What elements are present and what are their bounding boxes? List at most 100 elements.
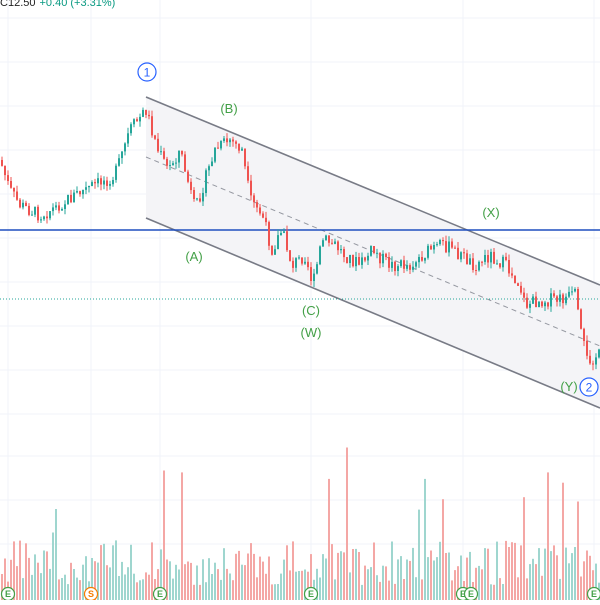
candle-body <box>202 193 204 202</box>
earnings-marker[interactable]: E <box>588 588 600 601</box>
volume-bar <box>148 575 150 600</box>
candle-body <box>577 289 579 309</box>
volume-bar <box>19 541 21 600</box>
volume-bar <box>208 558 210 600</box>
wave-label-a[interactable]: (A) <box>185 249 202 264</box>
volume-bar <box>277 584 279 600</box>
candle-body <box>595 357 597 364</box>
wave-label-y[interactable]: (Y) <box>560 379 577 394</box>
candle-body <box>10 181 12 188</box>
candle-body <box>55 205 57 207</box>
candle-body <box>448 242 450 253</box>
earnings-marker[interactable]: E <box>305 588 318 601</box>
candle-body <box>517 283 519 286</box>
volume-bar <box>283 560 285 600</box>
earnings-marker-text: E <box>468 589 474 599</box>
volume-bar <box>553 545 555 600</box>
candle-body <box>553 293 555 296</box>
candle-body <box>46 217 48 219</box>
event-markers[interactable]: E S E E E E E <box>2 588 600 601</box>
volume-bar <box>238 551 240 600</box>
candle-body <box>484 255 486 262</box>
candle-body <box>175 163 177 164</box>
volume-bar <box>496 542 498 600</box>
candle-body <box>340 249 342 250</box>
volume-bar <box>418 510 420 600</box>
earnings-marker[interactable]: E <box>154 588 167 601</box>
candle-body <box>142 110 144 117</box>
volume-bar <box>454 570 456 600</box>
candle-body <box>85 187 87 190</box>
volume-bar <box>574 547 576 600</box>
candle-body <box>43 217 45 220</box>
candle-body <box>181 151 183 155</box>
volume-bar <box>373 543 375 601</box>
volume-bar <box>427 557 429 600</box>
wave-label-w[interactable]: (W) <box>301 325 322 340</box>
earnings-marker[interactable]: E <box>465 588 478 601</box>
candle-body <box>328 236 330 243</box>
candle-body <box>220 141 222 148</box>
candle-body <box>394 262 396 271</box>
volume-bar <box>517 577 519 600</box>
candle-body <box>433 245 435 250</box>
earnings-marker-text: E <box>308 589 314 599</box>
candle-body <box>226 138 228 142</box>
split-marker[interactable]: S <box>85 588 98 601</box>
volume-bar <box>511 542 513 600</box>
volume-bar <box>301 571 303 600</box>
candle-body <box>562 295 564 304</box>
candle-body <box>286 231 288 250</box>
circle-label-2[interactable]: 2 <box>580 378 598 396</box>
candle-body <box>343 249 345 257</box>
candle-body <box>580 309 582 329</box>
volume-bar <box>253 554 255 600</box>
candle-body <box>169 165 171 166</box>
candle-body <box>121 151 123 158</box>
volume-bar <box>520 545 522 600</box>
volume-bar <box>319 578 321 601</box>
volume-bar <box>196 566 198 601</box>
candle-body <box>493 252 495 264</box>
volume-bar <box>394 584 396 600</box>
volume-bar <box>190 563 192 600</box>
wave-label-b[interactable]: (B) <box>220 101 237 116</box>
candle-body <box>544 303 546 307</box>
volume-bar <box>409 561 411 600</box>
volume-bar <box>502 584 504 600</box>
earnings-marker[interactable]: E <box>2 588 15 601</box>
candle-body <box>238 144 240 151</box>
volume-bar <box>112 545 114 600</box>
circle-label-1[interactable]: 1 <box>138 63 156 81</box>
earnings-marker-text: E <box>157 589 163 599</box>
volume-bar <box>259 557 261 600</box>
candle-body <box>373 246 375 253</box>
candle-body <box>349 255 351 263</box>
candle-body <box>4 166 6 175</box>
wave-label-x[interactable]: (X) <box>482 205 499 220</box>
candle-body <box>136 119 138 121</box>
candle-body <box>316 264 318 273</box>
volume-bar <box>103 544 105 600</box>
candle-body <box>478 262 480 271</box>
candle-body <box>82 190 84 194</box>
candle-body <box>172 163 174 165</box>
candle-body <box>319 246 321 264</box>
candle-body <box>355 257 357 266</box>
volume-bar <box>52 533 54 601</box>
wave-label-c[interactable]: (C) <box>302 303 320 318</box>
candle-body <box>265 218 267 222</box>
candle-body <box>199 198 201 201</box>
candle-body <box>289 250 291 261</box>
volume-bar <box>364 566 366 600</box>
candle-body <box>268 222 270 246</box>
volume-bar <box>361 585 363 600</box>
candle-body <box>79 191 81 194</box>
volume-bar <box>529 564 531 600</box>
candle-body <box>163 151 165 159</box>
candle-body <box>115 166 117 180</box>
candle-body <box>538 302 540 307</box>
candle-body <box>406 265 408 269</box>
